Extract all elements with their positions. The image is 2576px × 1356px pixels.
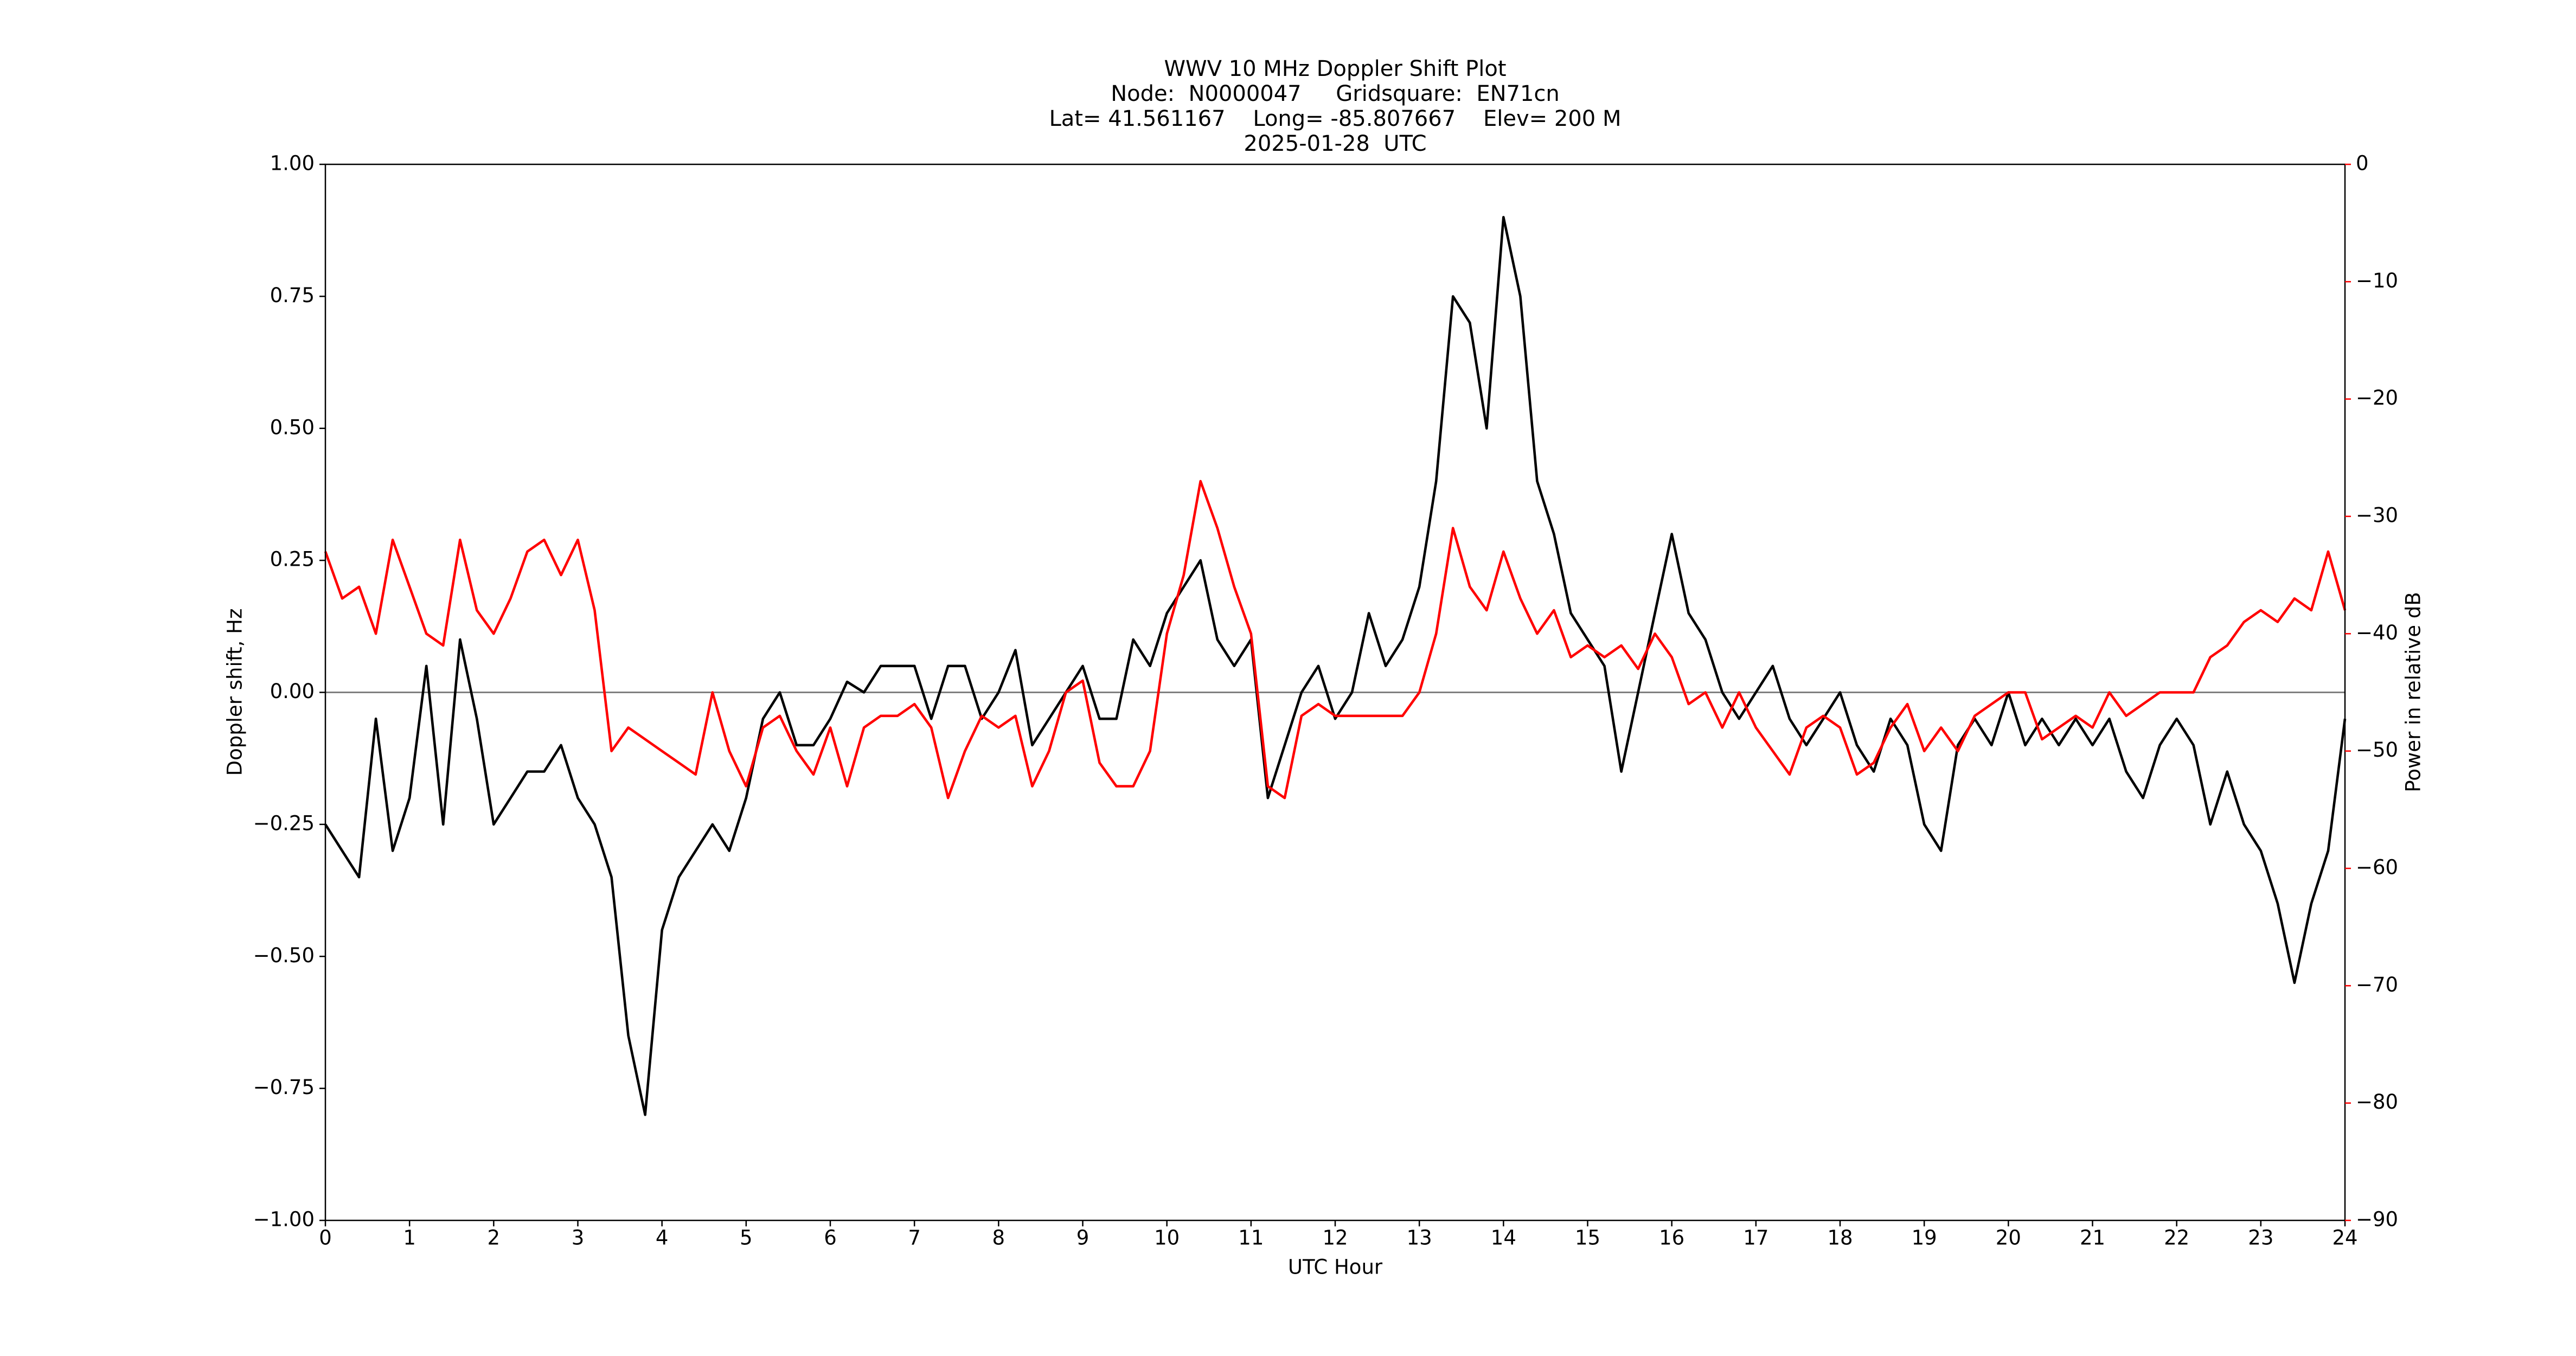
y-axis-label: Doppler shift, Hz: [223, 609, 247, 776]
x-tick-label: 23: [2248, 1226, 2273, 1250]
x-tick-label: 16: [1659, 1226, 1684, 1250]
x-tick-label: 8: [992, 1226, 1005, 1250]
x-tick-label: 15: [1575, 1226, 1600, 1250]
y-tick-label: 1.00: [270, 152, 315, 175]
x-tick-label: 18: [1827, 1226, 1853, 1250]
x-tick-label: 5: [740, 1226, 753, 1250]
x-tick-label: 9: [1076, 1226, 1090, 1250]
data-line: [324, 216, 2347, 1116]
y-tick-label: −0.25: [253, 811, 315, 835]
y-tick-label: −0.50: [253, 944, 315, 967]
y-tick-label: 0.00: [270, 680, 315, 703]
y2-axis-label: Power in relative dB: [2402, 592, 2425, 792]
x-tick-label: 20: [1996, 1226, 2021, 1250]
x-tick-label: 21: [2080, 1226, 2105, 1250]
x-tick-label: 10: [1154, 1226, 1180, 1250]
y2-tick-label: −90: [2356, 1208, 2398, 1231]
x-tick-label: 12: [1322, 1226, 1348, 1250]
y2-tick-label: 0: [2356, 152, 2369, 175]
x-tick-label: 0: [319, 1226, 332, 1250]
title-line: 2025-01-28 UTC: [1244, 131, 1426, 156]
title-line: Lat= 41.561167 Long= -85.807667 Elev= 20…: [1049, 106, 1622, 131]
x-tick-label: 24: [2332, 1226, 2357, 1250]
x-tick-label: 19: [1912, 1226, 1937, 1250]
y2-tick-label: −60: [2356, 856, 2398, 879]
y-tick-label: 0.25: [270, 548, 315, 571]
x-axis-label: UTC Hour: [1288, 1256, 1383, 1279]
y2-tick-label: −20: [2356, 386, 2398, 410]
x-tick-label: 13: [1407, 1226, 1432, 1250]
x-tick-label: 2: [488, 1226, 501, 1250]
y-tick-label: 0.50: [270, 415, 315, 439]
x-tick-label: 22: [2164, 1226, 2189, 1250]
x-tick-label: 11: [1238, 1226, 1264, 1250]
data-line: [324, 479, 2347, 799]
y-tick-label: −1.00: [253, 1208, 315, 1231]
y-tick-label: 0.75: [270, 284, 315, 307]
y2-tick-label: −10: [2356, 269, 2398, 292]
x-tick-label: 3: [572, 1226, 585, 1250]
y2-tick-label: −70: [2356, 973, 2398, 996]
x-tick-label: 7: [908, 1226, 921, 1250]
y2-tick-label: −50: [2356, 738, 2398, 762]
y-tick-label: −0.75: [253, 1076, 315, 1099]
y2-tick-label: −80: [2356, 1090, 2398, 1114]
title-line: Node: N0000047 Gridsquare: EN71cn: [1111, 81, 1560, 106]
y2-tick-label: −30: [2356, 504, 2398, 527]
title-line: WWV 10 MHz Doppler Shift Plot: [1164, 56, 1506, 81]
x-tick-label: 17: [1743, 1226, 1768, 1250]
y2-tick-label: −40: [2356, 621, 2398, 644]
x-tick-label: 1: [403, 1226, 416, 1250]
x-tick-label: 6: [824, 1226, 837, 1250]
x-tick-label: 14: [1491, 1226, 1516, 1250]
x-tick-label: 4: [656, 1226, 669, 1250]
